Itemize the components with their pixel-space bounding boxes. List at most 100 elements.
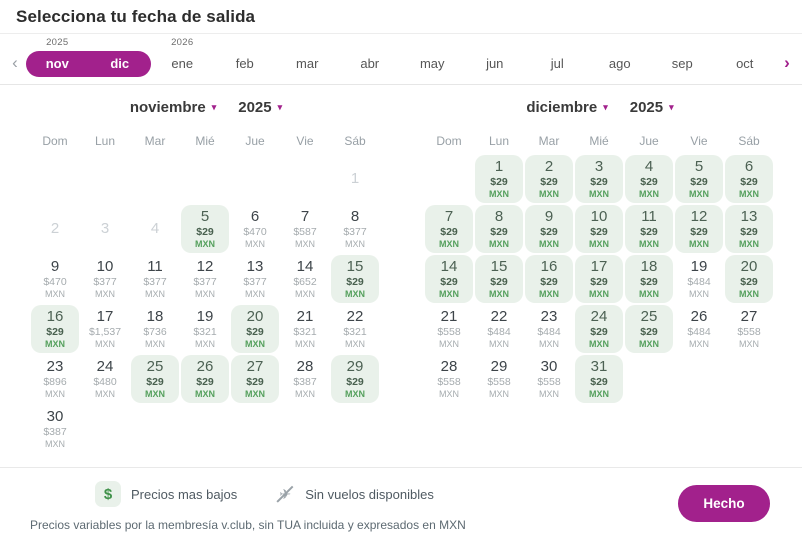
day-cell-diciembre-11[interactable]: 11 $29 MXN: [625, 205, 673, 253]
day-cell-diciembre-22[interactable]: 22 $484 MXN: [475, 305, 523, 353]
day-cell-noviembre-11[interactable]: 11 $377 MXN: [131, 255, 179, 303]
day-cell-diciembre-12[interactable]: 12 $29 MXN: [675, 205, 723, 253]
day-price: $29: [740, 175, 758, 188]
day-cell-diciembre-24[interactable]: 24 $29 MXN: [575, 305, 623, 353]
month-tab-jul[interactable]: jul: [526, 37, 589, 77]
month-select[interactable]: diciembre ▾: [526, 99, 607, 116]
day-cell-diciembre-20[interactable]: 20 $29 MXN: [725, 255, 773, 303]
day-cell-diciembre-14[interactable]: 14 $29 MXN: [425, 255, 473, 303]
day-cell-diciembre-19[interactable]: 19 $484 MXN: [675, 255, 723, 303]
day-cell-diciembre-23[interactable]: 23 $484 MXN: [525, 305, 573, 353]
day-cell-diciembre-16[interactable]: 16 $29 MXN: [525, 255, 573, 303]
day-number: 15: [490, 258, 508, 276]
day-cell-noviembre-13[interactable]: 13 $377 MXN: [231, 255, 279, 303]
day-currency: MXN: [45, 288, 65, 299]
month-tab-nov[interactable]: 2025 nov: [26, 37, 89, 77]
month-select[interactable]: noviembre ▾: [130, 99, 216, 116]
day-cell-diciembre-7[interactable]: 7 $29 MXN: [425, 205, 473, 253]
month-tab-dic[interactable]: dic: [88, 37, 151, 77]
day-price: $484: [687, 275, 711, 288]
day-cell-noviembre-9[interactable]: 9 $470 MXN: [31, 255, 79, 303]
day-cell-noviembre-5[interactable]: 5 $29 MXN: [181, 205, 229, 253]
day-cell-noviembre-17[interactable]: 17 $1,537 MXN: [81, 305, 129, 353]
done-button[interactable]: Hecho: [678, 485, 770, 522]
day-number: 21: [440, 308, 458, 326]
day-cell-diciembre-4[interactable]: 4 $29 MXN: [625, 155, 673, 203]
day-cell-noviembre-23[interactable]: 23 $896 MXN: [31, 355, 79, 403]
day-cell-diciembre-2[interactable]: 2 $29 MXN: [525, 155, 573, 203]
day-cell-noviembre-8[interactable]: 8 $377 MXN: [331, 205, 379, 253]
day-number: 2: [544, 158, 554, 176]
day-cell-noviembre-28[interactable]: 28 $387 MXN: [281, 355, 329, 403]
day-cell-diciembre-8[interactable]: 8 $29 MXN: [475, 205, 523, 253]
month-tab-mar[interactable]: mar: [276, 37, 339, 77]
day-cell-diciembre-13[interactable]: 13 $29 MXN: [725, 205, 773, 253]
month-tab-oct[interactable]: oct: [714, 37, 777, 77]
day-cell-noviembre-29[interactable]: 29 $29 MXN: [331, 355, 379, 403]
day-cell-diciembre-5[interactable]: 5 $29 MXN: [675, 155, 723, 203]
day-cell-noviembre-30[interactable]: 30 $387 MXN: [31, 405, 79, 453]
day-cell-diciembre-28[interactable]: 28 $558 MXN: [425, 355, 473, 403]
month-tab-abr[interactable]: abr: [339, 37, 402, 77]
day-cell-noviembre-20[interactable]: 20 $29 MXN: [231, 305, 279, 353]
day-cell-noviembre-12[interactable]: 12 $377 MXN: [181, 255, 229, 303]
month-tab-ene[interactable]: 2026 ene: [151, 37, 214, 77]
day-cell-diciembre-30[interactable]: 30 $558 MXN: [525, 355, 573, 403]
day-cell-noviembre-27[interactable]: 27 $29 MXN: [231, 355, 279, 403]
next-month-icon[interactable]: ›: [784, 53, 790, 72]
day-currency: MXN: [589, 288, 609, 299]
day-cell-diciembre-1[interactable]: 1 $29 MXN: [475, 155, 523, 203]
prev-month-icon[interactable]: ‹: [12, 53, 18, 72]
day-cell-diciembre-31[interactable]: 31 $29 MXN: [575, 355, 623, 403]
day-price: $29: [590, 175, 608, 188]
day-number: 25: [146, 358, 164, 376]
day-cell-noviembre-16[interactable]: 16 $29 MXN: [31, 305, 79, 353]
day-cell-diciembre-3[interactable]: 3 $29 MXN: [575, 155, 623, 203]
day-currency: MXN: [95, 338, 115, 349]
day-number: 16: [540, 258, 558, 276]
day-cell-noviembre-19[interactable]: 19 $321 MXN: [181, 305, 229, 353]
month-tab-ago[interactable]: ago: [589, 37, 652, 77]
day-cell-diciembre-6[interactable]: 6 $29 MXN: [725, 155, 773, 203]
day-price: $896: [43, 375, 67, 388]
day-cell-noviembre-15[interactable]: 15 $29 MXN: [331, 255, 379, 303]
day-cell-noviembre-10[interactable]: 10 $377 MXN: [81, 255, 129, 303]
day-cell-noviembre-26[interactable]: 26 $29 MXN: [181, 355, 229, 403]
day-cell-noviembre-21[interactable]: 21 $321 MXN: [281, 305, 329, 353]
month-tab-feb[interactable]: feb: [214, 37, 277, 77]
day-currency: MXN: [439, 388, 459, 399]
day-number: 18: [640, 258, 658, 276]
month-tab-may[interactable]: may: [401, 37, 464, 77]
month-tab-jun[interactable]: jun: [464, 37, 527, 77]
day-cell-diciembre-10[interactable]: 10 $29 MXN: [575, 205, 623, 253]
weekday-label: Sáb: [344, 134, 366, 148]
empty-cell: [81, 155, 129, 203]
weekday-row: Dom Lun Mar Mié Jue Vie Sáb: [424, 128, 776, 154]
day-cell-noviembre-7[interactable]: 7 $587 MXN: [281, 205, 329, 253]
day-cell-diciembre-26[interactable]: 26 $484 MXN: [675, 305, 723, 353]
day-currency: MXN: [739, 238, 759, 249]
day-cell-noviembre-18[interactable]: 18 $736 MXN: [131, 305, 179, 353]
day-price: $321: [293, 325, 317, 338]
year-select-label: 2025: [629, 99, 664, 116]
month-tab-label: abr: [360, 56, 380, 71]
day-cell-noviembre-6[interactable]: 6 $470 MXN: [231, 205, 279, 253]
calendar-header: noviembre ▾ 2025 ▾: [30, 99, 382, 116]
day-cell-noviembre-22[interactable]: 22 $321 MXN: [331, 305, 379, 353]
year-select[interactable]: 2025 ▾: [630, 99, 674, 116]
day-cell-diciembre-15[interactable]: 15 $29 MXN: [475, 255, 523, 303]
day-cell-diciembre-27[interactable]: 27 $558 MXN: [725, 305, 773, 353]
day-cell-diciembre-9[interactable]: 9 $29 MXN: [525, 205, 573, 253]
day-cell-diciembre-29[interactable]: 29 $558 MXN: [475, 355, 523, 403]
day-cell-noviembre-25[interactable]: 25 $29 MXN: [131, 355, 179, 403]
day-cell-diciembre-21[interactable]: 21 $558 MXN: [425, 305, 473, 353]
day-cell-noviembre-14[interactable]: 14 $652 MXN: [281, 255, 329, 303]
day-cell-noviembre-24[interactable]: 24 $480 MXN: [81, 355, 129, 403]
day-cell-diciembre-17[interactable]: 17 $29 MXN: [575, 255, 623, 303]
day-cell-diciembre-18[interactable]: 18 $29 MXN: [625, 255, 673, 303]
month-tab-sep[interactable]: sep: [651, 37, 714, 77]
days-grid: 1 2 3 4 5 $29 MXN 6 $470 MXN 7 $587 MXN 8 $377 MXN 9 $470…: [30, 154, 382, 454]
year-select[interactable]: 2025 ▾: [238, 99, 282, 116]
day-cell-diciembre-25[interactable]: 25 $29 MXN: [625, 305, 673, 353]
day-currency: MXN: [45, 438, 65, 449]
